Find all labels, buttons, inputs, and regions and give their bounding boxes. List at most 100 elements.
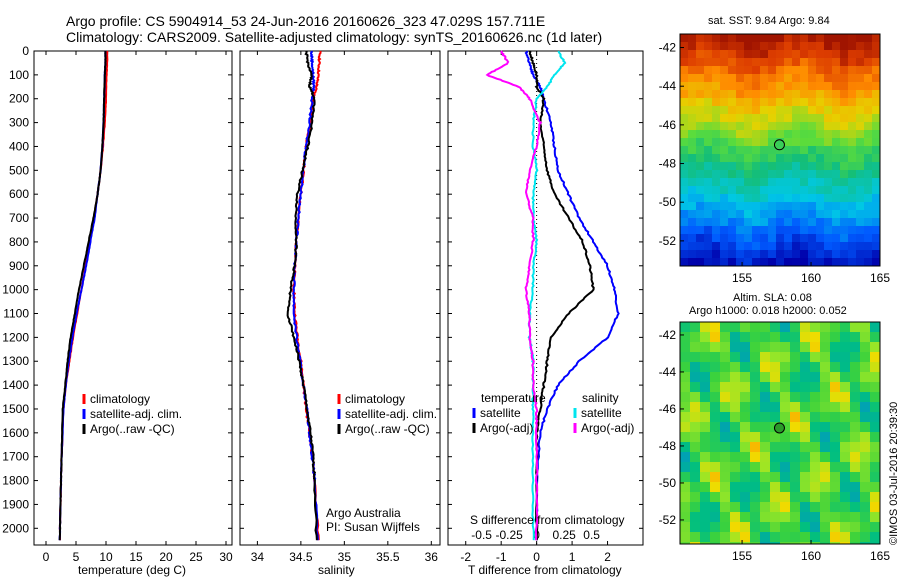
sst-map-cell (872, 58, 880, 66)
sst-map-cell (872, 186, 880, 194)
sst-map-cell (720, 58, 728, 66)
sst-map-cell (824, 98, 832, 106)
sla-map-cell (870, 372, 880, 382)
sst-map-cell (712, 154, 720, 162)
sst-map-x-tick-label: 160 (801, 271, 821, 285)
sst-map-cell (704, 154, 712, 162)
sla-map-cell (820, 492, 830, 502)
sst-map-cell (776, 154, 784, 162)
sla-map-cell (730, 322, 740, 332)
sst-map-cell (800, 170, 808, 178)
sst-map-cell (792, 170, 800, 178)
sst-map-cell (784, 146, 792, 154)
sst-map-cell (792, 106, 800, 114)
sla-map-cell (790, 452, 800, 462)
sla-map-cell (720, 492, 730, 502)
sst-map-cell (704, 98, 712, 106)
sst-map-cell (800, 210, 808, 218)
sst-map-cell (872, 138, 880, 146)
sla-map-cell (800, 462, 810, 472)
sst-map-cell (712, 106, 720, 114)
sst-map-cell (816, 138, 824, 146)
sst-map-cell (760, 226, 768, 234)
sla-map-cell (700, 532, 710, 542)
sst-map-cell (824, 74, 832, 82)
sst-map-cell (816, 226, 824, 234)
sst-map-cell (680, 66, 688, 74)
sst-map-cell (760, 74, 768, 82)
sst-map-cell (768, 66, 776, 74)
sst-map-cell (808, 50, 816, 58)
sst-map-cell (864, 218, 872, 226)
sst-map-cell (688, 106, 696, 114)
sst-map-cell (712, 90, 720, 98)
sla-map-cell (850, 502, 860, 512)
sst-map-cell (768, 34, 776, 42)
sla-map-cell (750, 412, 760, 422)
sla-map-cell (700, 432, 710, 442)
sst-map-cell (728, 42, 736, 50)
sla-map-y-tick-label: -42 (659, 328, 677, 342)
sla-map-y-tick-label: -50 (659, 476, 677, 490)
sla-map-cell (850, 402, 860, 412)
sla-map-cell (800, 482, 810, 492)
sst-map-cell (736, 74, 744, 82)
sst-map-cell (728, 178, 736, 186)
sst-map-cell (688, 202, 696, 210)
sst-map-cell (776, 194, 784, 202)
sst-map-cell (848, 130, 856, 138)
sst-map-cell (736, 186, 744, 194)
sst-map-cell (808, 194, 816, 202)
sla-map-cell (820, 422, 830, 432)
sla-map-cell (820, 482, 830, 492)
sla-map-cell (750, 322, 760, 332)
sla-map-cell (850, 452, 860, 462)
sla-map-cell (800, 432, 810, 442)
sst-map-cell (808, 42, 816, 50)
sst-map-y-tick-label: -48 (659, 157, 677, 171)
sst-map-cell (840, 74, 848, 82)
sla-map-cell (790, 362, 800, 372)
sla-map-cell (810, 342, 820, 352)
sla-map-cell (820, 472, 830, 482)
sst-map-cell (824, 138, 832, 146)
sla-map-cell (720, 522, 730, 532)
sla-map-cell (800, 322, 810, 332)
sst-map-cell (688, 74, 696, 82)
sst-map-cell (848, 106, 856, 114)
sst-map-cell (840, 122, 848, 130)
sst-map-cell (712, 82, 720, 90)
sla-map-cell (780, 412, 790, 422)
sst-map-cell (864, 258, 872, 266)
sst-map-cell (808, 162, 816, 170)
sst-map-cell (776, 258, 784, 266)
sst-map-x-tick-label: 165 (870, 271, 890, 285)
sst-map-cell (688, 42, 696, 50)
sst-map-cell (760, 42, 768, 50)
sla-map-cell (840, 432, 850, 442)
sst-map-cell (696, 170, 704, 178)
sst-map-cell (864, 58, 872, 66)
sst-map-cell (832, 186, 840, 194)
sla-map-cell (860, 422, 870, 432)
x-tick-label: 36 (425, 550, 439, 564)
sst-map-cell (832, 58, 840, 66)
sla-map-cell (860, 432, 870, 442)
sla-map-cell (860, 492, 870, 502)
sst-map-cell (840, 242, 848, 250)
profile-line-satellite-t- (524, 50, 620, 541)
sst-map-cell (752, 122, 760, 130)
sst-map-cell (712, 34, 720, 42)
sst-map-cell (840, 258, 848, 266)
sst-map-cell (728, 130, 736, 138)
sla-map-cell (680, 492, 690, 502)
sst-map-cell (800, 74, 808, 82)
sst-map-cell (728, 74, 736, 82)
depth-tick-label: 2000 (2, 521, 29, 535)
sla-map-cell (720, 432, 730, 442)
sst-map-cell (696, 154, 704, 162)
sst-map-cell (688, 122, 696, 130)
sla-map-cell (780, 492, 790, 502)
sst-map-cell (776, 82, 784, 90)
sst-map-cell (832, 98, 840, 106)
